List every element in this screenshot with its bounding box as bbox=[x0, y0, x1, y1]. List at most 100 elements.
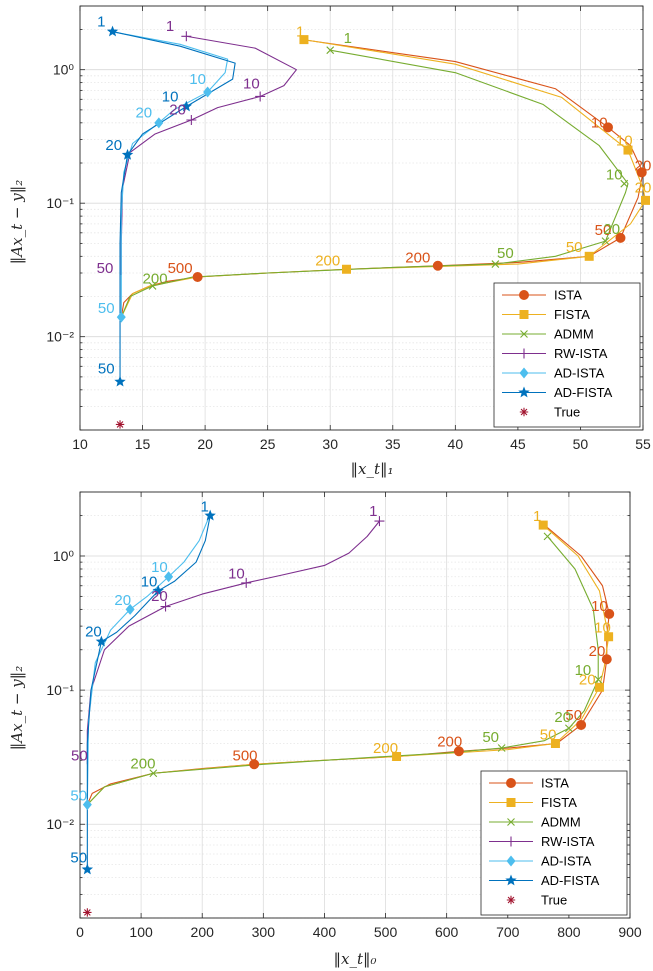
x-tick-label: 700 bbox=[496, 924, 520, 940]
iteration-label-ista: 200 bbox=[405, 249, 430, 266]
iteration-label-ad-ista: 10 bbox=[189, 71, 206, 88]
bottom-chart-l0-norm: 0 100 200 300 400 500 600 700 800 900 10⁻² 10⁻¹ 10⁰ 1… bbox=[46, 491, 642, 940]
iteration-label-admm: 200 bbox=[130, 756, 155, 773]
y-tick-label: 10⁰ bbox=[53, 62, 75, 78]
data-point-ad-ista bbox=[154, 117, 164, 129]
y-tick-label: 10⁻² bbox=[46, 329, 74, 345]
data-point-fista bbox=[604, 632, 614, 642]
data-point-ad-ista bbox=[82, 799, 92, 811]
data-point-fista bbox=[641, 195, 651, 205]
data-point-admm bbox=[326, 46, 335, 55]
iteration-label-rw-ista: 10 bbox=[228, 565, 245, 582]
data-point-ista bbox=[601, 654, 612, 665]
axes: 0 100 200 300 400 500 600 700 800 900 10⁻² 10⁻¹ 10⁰ bbox=[46, 491, 642, 940]
data-point-admm bbox=[620, 179, 629, 188]
data-point-rw-ista bbox=[160, 601, 171, 612]
series-line-ad-ista bbox=[111, 31, 229, 318]
legend-marker-admm bbox=[520, 330, 528, 338]
y-tick-label: 10⁻¹ bbox=[46, 682, 74, 698]
iteration-label-ista: 500 bbox=[168, 260, 193, 277]
data-point-admm bbox=[497, 744, 506, 752]
x-tick-label: 800 bbox=[557, 924, 581, 940]
x-tick-label: 40 bbox=[448, 436, 464, 452]
legend-label-rw-ista: RW-ISTA bbox=[541, 834, 595, 849]
axes-box bbox=[79, 491, 631, 919]
data-point-ista bbox=[432, 260, 443, 271]
iteration-label-ad-fista: 10 bbox=[141, 574, 158, 591]
x-tick-label: 500 bbox=[374, 924, 398, 940]
data-point-ad-ista bbox=[116, 311, 126, 323]
data-point-rw-ista bbox=[374, 516, 385, 527]
data-point-ad-ista bbox=[203, 86, 213, 98]
iteration-label-ista: 10 bbox=[591, 598, 608, 615]
iteration-label-ista: 500 bbox=[232, 747, 257, 764]
legend-label-ista: ISTA bbox=[554, 288, 582, 303]
data-point-fista bbox=[584, 251, 594, 261]
legend-marker-ad-fista bbox=[518, 386, 530, 398]
iteration-label-rw-ista: 50 bbox=[97, 260, 114, 277]
data-point-ad-ista bbox=[125, 603, 135, 615]
legend-marker-ista bbox=[506, 778, 516, 788]
legend-label-admm: ADMM bbox=[554, 327, 594, 342]
data-point-rw-ista bbox=[186, 114, 197, 125]
iteration-label-rw-ista: 20 bbox=[151, 588, 168, 605]
iteration-label-ista: 10 bbox=[591, 114, 608, 131]
x-tick-label: 25 bbox=[260, 436, 276, 452]
data-point-ad-fista bbox=[152, 584, 164, 596]
iteration-label-ad-fista: 20 bbox=[85, 624, 102, 641]
data-point-fista bbox=[538, 520, 548, 530]
legend-marker-admm bbox=[507, 818, 515, 826]
data-point-ista bbox=[615, 232, 626, 243]
legend: ISTA FISTA ADMM RW-ISTA AD-ISTA AD-FISTA True bbox=[493, 282, 641, 428]
legend-label-ad-fista: AD-FISTA bbox=[554, 385, 613, 400]
data-point-ad-fista bbox=[204, 509, 216, 521]
legend-marker-ista bbox=[519, 290, 529, 300]
legend-marker-true bbox=[506, 895, 516, 905]
y-axis-label-bottom: ‖Ax_t − y‖₂ bbox=[8, 666, 26, 750]
data-point-ista bbox=[249, 759, 260, 770]
data-point-admm bbox=[543, 532, 552, 541]
iteration-label-admm: 50 bbox=[482, 729, 499, 746]
series-line-admm bbox=[86, 536, 599, 806]
legend-marker-rw-ista bbox=[519, 348, 529, 359]
data-point-admm bbox=[565, 724, 573, 733]
x-tick-label: 400 bbox=[313, 924, 337, 940]
series-markers bbox=[106, 25, 651, 429]
legend-label-true: True bbox=[541, 893, 567, 908]
iteration-label-ad-ista: 10 bbox=[151, 559, 168, 576]
data-point-ista bbox=[576, 719, 587, 730]
iteration-label-fista: 50 bbox=[566, 239, 583, 256]
data-point-ad-fista bbox=[114, 375, 126, 387]
iteration-annotations: 1020502005001102050200102050200110205010… bbox=[70, 498, 610, 866]
legend-box bbox=[480, 770, 628, 916]
legend-marker-ad-fista bbox=[505, 874, 517, 886]
grid bbox=[79, 491, 631, 919]
x-tick-label: 20 bbox=[197, 436, 213, 452]
legend-marker-rw-ista bbox=[506, 836, 516, 847]
legend-label-ad-fista: AD-FISTA bbox=[541, 873, 600, 888]
data-point-admm bbox=[601, 237, 610, 245]
x-tick-label: 100 bbox=[129, 924, 153, 940]
y-tick-label: 10⁻¹ bbox=[46, 195, 74, 211]
iteration-label-fista: 10 bbox=[594, 619, 611, 636]
legend-label-ista: ISTA bbox=[541, 776, 569, 791]
iteration-label-ad-ista: 20 bbox=[114, 592, 131, 609]
data-point-ad-fista bbox=[106, 25, 119, 37]
legend: ISTA FISTA ADMM RW-ISTA AD-ISTA AD-FISTA True bbox=[480, 770, 628, 916]
x-tick-label: 10 bbox=[72, 436, 88, 452]
data-point-ista bbox=[636, 167, 647, 178]
iteration-label-admm: 20 bbox=[603, 221, 620, 238]
data-point-true bbox=[115, 420, 125, 429]
iteration-label-admm: 1 bbox=[344, 30, 352, 47]
iteration-label-fista: 200 bbox=[373, 740, 398, 757]
iteration-annotations: 1020502005001102050200110205020011020501… bbox=[97, 14, 652, 378]
data-point-ista bbox=[604, 608, 615, 619]
iteration-label-rw-ista: 1 bbox=[369, 503, 377, 520]
x-tick-label: 45 bbox=[510, 436, 526, 452]
iteration-label-admm: 50 bbox=[497, 245, 514, 262]
data-point-ista bbox=[192, 271, 203, 282]
iteration-label-ista: 20 bbox=[589, 643, 606, 660]
data-point-fista bbox=[392, 751, 402, 761]
iteration-label-admm: 200 bbox=[143, 271, 168, 288]
data-point-ista bbox=[453, 746, 464, 757]
